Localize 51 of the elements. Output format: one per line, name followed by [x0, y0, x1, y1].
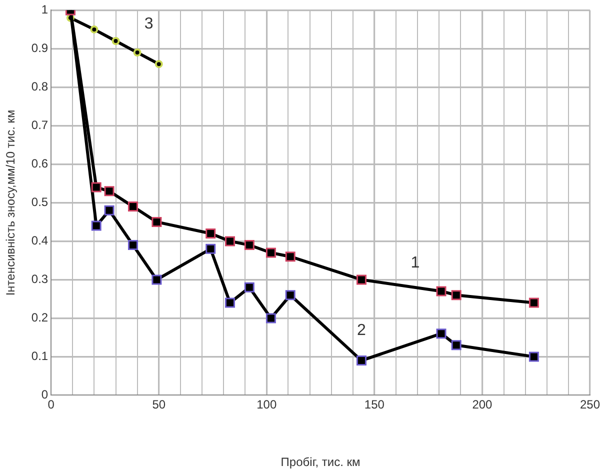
point — [266, 313, 276, 324]
point — [128, 202, 138, 212]
x-tick-label: 100 — [256, 398, 277, 412]
point — [356, 356, 366, 366]
point — [104, 186, 114, 196]
y-tick-label: 0.4 — [31, 234, 48, 248]
y-axis-title: Інтенсивність зносу,мм/10 тис. км — [4, 110, 18, 296]
point — [133, 48, 142, 57]
x-tick-label: 250 — [580, 398, 600, 412]
y-tick-label: 0.3 — [31, 272, 48, 286]
point — [104, 205, 114, 216]
x-tick-label: 200 — [472, 398, 493, 412]
point — [244, 240, 254, 250]
y-tick-label: 0.2 — [31, 310, 48, 325]
x-tick-label: 50 — [152, 398, 166, 412]
point — [356, 274, 366, 285]
point — [206, 228, 216, 238]
point — [152, 274, 162, 285]
point — [152, 216, 162, 227]
point — [528, 298, 539, 308]
point — [225, 298, 235, 308]
point — [436, 286, 446, 296]
series-label: 2 — [357, 322, 366, 339]
point — [244, 282, 254, 292]
y-tick-label: 0.1 — [31, 349, 48, 364]
point — [91, 182, 102, 192]
point — [528, 352, 539, 362]
point — [206, 244, 216, 254]
y-tick-label: 0.7 — [31, 118, 48, 132]
y-tick-label: 0.6 — [31, 156, 48, 171]
point — [91, 220, 102, 231]
point — [436, 328, 446, 339]
point — [154, 60, 163, 68]
point — [451, 340, 462, 350]
y-tick-label: 0.8 — [31, 80, 48, 94]
point — [266, 248, 276, 258]
y-tick-label: 0.9 — [31, 41, 48, 56]
point — [285, 290, 296, 300]
series-label: 1 — [410, 254, 420, 272]
y-tick-label: 1 — [41, 2, 48, 17]
point — [128, 240, 138, 250]
series-label: 3 — [144, 16, 154, 33]
point — [225, 236, 235, 246]
y-tick-label: 0 — [41, 388, 48, 402]
x-axis-title: Пробіг, тис. км — [280, 455, 360, 470]
y-tick-label: 0.5 — [31, 195, 48, 210]
point — [285, 252, 296, 262]
point — [451, 290, 462, 300]
x-tick-label: 150 — [364, 398, 385, 412]
point — [90, 25, 98, 34]
point — [112, 37, 120, 45]
